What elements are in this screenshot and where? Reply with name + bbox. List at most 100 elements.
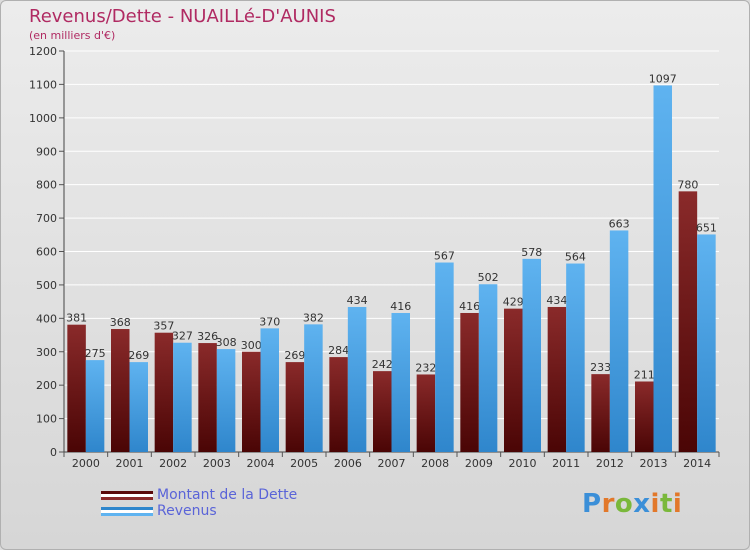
y-tick-label: 1000 (29, 112, 57, 125)
y-tick-label: 400 (36, 312, 57, 325)
bar-revenus (304, 324, 323, 452)
x-tick-label: 2002 (159, 457, 187, 470)
bar-revenus (347, 306, 367, 452)
data-label: 416 (390, 300, 411, 313)
x-tick-label: 2012 (596, 457, 624, 470)
data-label: 357 (153, 320, 174, 333)
y-tick-label: 800 (36, 179, 57, 192)
data-label: 578 (521, 246, 542, 259)
bar-revenus (435, 262, 454, 452)
y-tick-label: 0 (50, 446, 57, 459)
x-tick-label: 2013 (640, 457, 668, 470)
data-label: 368 (110, 316, 131, 329)
logo-letter: x (633, 489, 651, 519)
data-label: 564 (565, 251, 586, 264)
data-label: 651 (696, 221, 717, 234)
legend-swatch-dette (101, 490, 153, 500)
y-tick-label: 1100 (29, 78, 57, 91)
chart-title: Revenus/Dette - NUAILLé-D'AUNIS (29, 6, 336, 27)
x-tick-label: 2008 (421, 457, 449, 470)
y-tick-label: 900 (36, 145, 57, 158)
bar-revenus (522, 258, 541, 452)
x-tick-label: 2000 (72, 457, 100, 470)
data-label: 780 (677, 178, 698, 191)
data-label: 416 (459, 300, 480, 313)
x-tick-label: 2001 (116, 457, 144, 470)
legend-swatch-revenus (101, 506, 153, 516)
logo-letter: r (601, 489, 615, 519)
x-tick-label: 2010 (509, 457, 537, 470)
x-tick-label: 2014 (683, 457, 711, 470)
bar-revenus (260, 328, 279, 452)
x-tick-label: 2004 (247, 457, 275, 470)
data-label: 269 (128, 349, 149, 362)
bar-dette (460, 312, 479, 452)
bar-dette (154, 332, 174, 452)
bar-dette (67, 324, 86, 452)
bar-revenus (129, 362, 148, 452)
bar-dette (198, 343, 217, 452)
data-label: 567 (434, 250, 455, 263)
bar-dette (111, 329, 130, 452)
bar-dette (678, 191, 698, 452)
bar-revenus (391, 312, 410, 452)
logo-letter: o (614, 489, 634, 519)
data-label: 382 (303, 311, 324, 324)
legend-item-dette: Montant de la Dette (101, 487, 297, 503)
bar-revenus (653, 85, 672, 453)
data-label: 308 (216, 336, 237, 349)
x-tick-label: 2005 (290, 457, 318, 470)
y-tick-label: 100 (36, 413, 57, 426)
bar-dette (242, 351, 261, 452)
bar-dette (547, 306, 567, 452)
y-tick-label: 300 (36, 346, 57, 359)
bar-dette (285, 362, 305, 452)
data-label: 370 (259, 315, 280, 328)
data-label: 434 (347, 294, 368, 307)
y-tick-label: 1200 (29, 45, 57, 58)
data-label: 429 (503, 296, 524, 309)
data-label: 663 (609, 217, 630, 230)
x-tick-label: 2007 (378, 457, 406, 470)
bar-revenus (85, 360, 105, 452)
data-label: 284 (328, 344, 349, 357)
data-label: 269 (284, 349, 305, 362)
x-tick-label: 2009 (465, 457, 493, 470)
data-label: 242 (372, 358, 393, 371)
x-tick-label: 2011 (552, 457, 580, 470)
bar-revenus (478, 284, 498, 452)
data-label: 211 (634, 368, 655, 381)
proxiti-logo: Proxiti (582, 489, 682, 519)
data-label: 381 (66, 312, 87, 325)
bar-dette (635, 381, 654, 452)
bar-dette (504, 308, 523, 452)
x-tick-label: 2006 (334, 457, 362, 470)
data-label: 434 (546, 294, 567, 307)
legend-label-revenus: Revenus (157, 503, 217, 519)
bar-dette (373, 371, 392, 452)
y-tick-label: 700 (36, 212, 57, 225)
data-label: 233 (590, 361, 611, 374)
bar-revenus (697, 234, 716, 452)
bar-dette (591, 374, 610, 452)
logo-letter: P (582, 489, 602, 519)
data-label: 1097 (649, 72, 677, 85)
legend: Montant de la Dette Revenus (101, 487, 297, 519)
chart-subtitle: (en milliers d'€) (29, 29, 116, 42)
bar-revenus (173, 342, 192, 452)
logo-letter: i (672, 489, 683, 519)
bar-dette (416, 374, 436, 452)
y-tick-label: 500 (36, 279, 57, 292)
logo-letter: t (659, 489, 673, 519)
y-tick-label: 200 (36, 379, 57, 392)
data-label: 232 (415, 361, 436, 374)
data-label: 300 (241, 339, 262, 352)
legend-item-revenus: Revenus (101, 503, 297, 519)
legend-label-dette: Montant de la Dette (157, 487, 298, 503)
data-label: 327 (172, 330, 193, 343)
x-tick-label: 2003 (203, 457, 231, 470)
bar-dette (329, 357, 348, 452)
bar-revenus (566, 263, 585, 452)
data-label: 326 (197, 330, 218, 343)
